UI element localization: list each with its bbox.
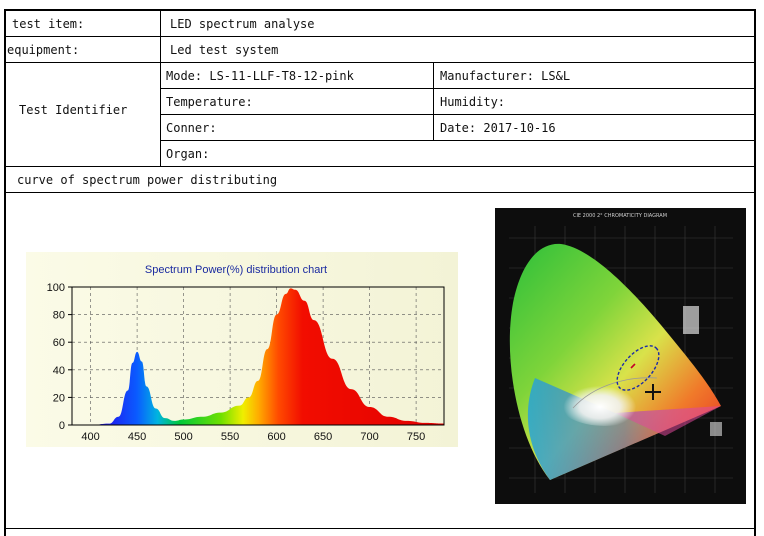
row-divider — [6, 62, 754, 63]
spectrum-area — [72, 288, 444, 425]
cie-title: CIE 2000 2° CHROMATICITY DIAGRAM — [573, 213, 667, 219]
test-item-value: LED spectrum analyse — [170, 17, 315, 31]
x-tick-label: 450 — [128, 431, 146, 443]
x-tick-label: 400 — [81, 431, 99, 443]
row-divider — [6, 192, 754, 193]
x-tick-label: 500 — [174, 431, 192, 443]
row-divider — [6, 36, 754, 37]
x-tick-label: 550 — [221, 431, 239, 443]
y-tick-label: 100 — [47, 282, 65, 294]
cie-white-point — [553, 366, 657, 426]
cie-ellipse — [616, 345, 660, 391]
test-identifier-label: Test Identifier — [19, 103, 128, 117]
equipment-value: Led test system — [170, 43, 279, 57]
y-tick-label: 80 — [53, 310, 65, 322]
row-divider — [160, 88, 754, 89]
manufacturer-field: Manufacturer: LS&L — [440, 69, 571, 83]
y-tick-label: 60 — [53, 337, 65, 349]
x-tick-label: 750 — [407, 431, 425, 443]
cie-diagram-svg: CIE 2000 2° CHROMATICITY DIAGRAM — [495, 208, 746, 504]
cie-sample-point — [630, 363, 636, 369]
y-tick-label: 20 — [53, 392, 65, 404]
date-field: Date: 2017-10-16 — [440, 121, 556, 135]
plot-frame — [71, 286, 445, 426]
row-divider — [6, 166, 754, 167]
chart-title: Spectrum Power(%) distribution chart — [145, 264, 327, 276]
equipment-label: equipment: — [7, 43, 80, 57]
report-table — [4, 9, 756, 536]
cie-diagram: CIE 2000 2° CHROMATICITY DIAGRAM — [495, 208, 746, 504]
column-divider — [433, 62, 434, 140]
y-tick-label: 0 — [59, 420, 65, 432]
conner-field: Conner: — [166, 121, 217, 135]
row-divider — [6, 528, 754, 529]
temperature-field: Temperature: — [166, 95, 253, 109]
mode-field: Mode: LS-11-LLF-T8-12-pink — [166, 69, 354, 83]
cie-cross-marker — [645, 384, 661, 400]
humidity-field: Humidity: — [440, 95, 506, 109]
organ-field: Organ: — [166, 147, 210, 161]
spectrum-chart: Spectrum Power(%) distribution chart 400… — [26, 252, 458, 447]
x-tick-label: 650 — [314, 431, 332, 443]
cie-legend-boxes — [683, 306, 722, 436]
column-divider — [160, 10, 161, 166]
test-item-label: test item: — [12, 17, 85, 31]
y-tick-label: 40 — [53, 365, 65, 377]
x-tick-label: 700 — [360, 431, 378, 443]
curve-heading: curve of spectrum power distributing — [17, 173, 278, 187]
row-divider — [160, 140, 754, 141]
x-tick-label: 600 — [267, 431, 285, 443]
spectrum-chart-svg: Spectrum Power(%) distribution chart 400… — [26, 252, 458, 447]
row-divider — [160, 114, 754, 115]
axis-ticks: 400 450 500 550 600 650 700 750 0 20 40 60 80 100 — [47, 282, 426, 443]
